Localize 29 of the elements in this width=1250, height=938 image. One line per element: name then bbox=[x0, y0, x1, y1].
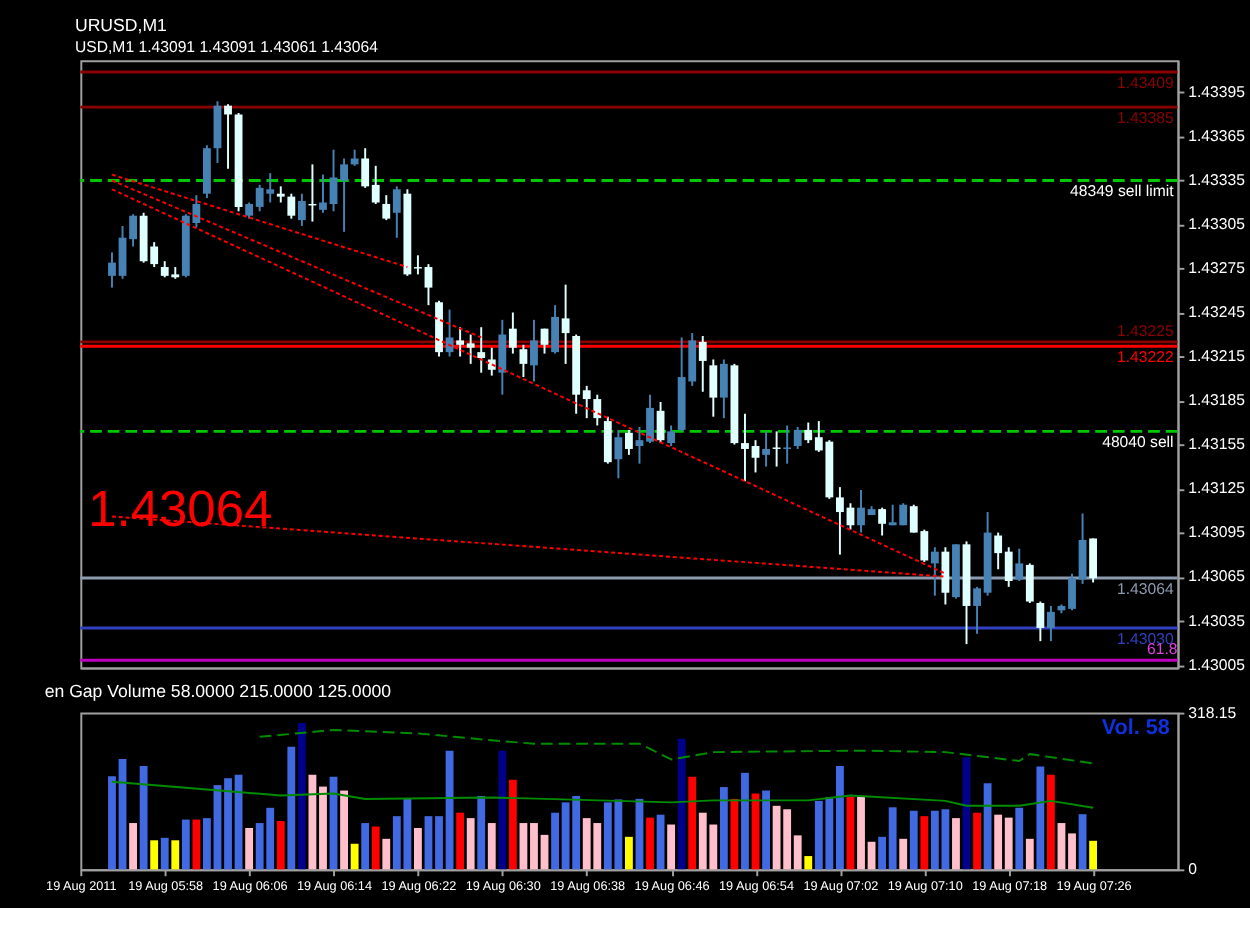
y-tick-label: 0 bbox=[1188, 860, 1199, 879]
y-tick-label: 1.43155 bbox=[1188, 435, 1247, 454]
annotation: 61.8 bbox=[1147, 640, 1179, 659]
y-tick-label: 1.43185 bbox=[1188, 391, 1247, 410]
annotation: Vol. 58 bbox=[1101, 716, 1170, 741]
ref-line-label: 1.43225 bbox=[1117, 321, 1175, 340]
y-tick-label: 1.43245 bbox=[1188, 303, 1247, 322]
y-tick-label: 1.43305 bbox=[1188, 215, 1247, 234]
y-tick-label: 1.43365 bbox=[1188, 127, 1247, 146]
y-tick-label: 1.43335 bbox=[1188, 171, 1247, 190]
y-tick-label: 1.43275 bbox=[1188, 259, 1247, 278]
y-tick-label: 318.15 bbox=[1188, 703, 1238, 722]
y-tick-label: 1.43095 bbox=[1188, 523, 1247, 542]
y-tick-label: 1.43035 bbox=[1188, 611, 1247, 630]
ref-line-label: 1.43064 bbox=[1117, 579, 1175, 598]
y-tick-label: 1.43215 bbox=[1188, 347, 1247, 366]
y-tick-label: 1.43065 bbox=[1188, 567, 1247, 586]
y-tick-label: 1.43395 bbox=[1188, 83, 1247, 102]
ref-line-label: 1.43385 bbox=[1117, 108, 1175, 127]
annotation: 1.43064 bbox=[88, 482, 273, 539]
ref-line-label: 1.43222 bbox=[1117, 347, 1174, 366]
chart-title: URUSD,M1 bbox=[74, 14, 168, 35]
chart-subtitle: USD,M1 1.43091 1.43091 1.43061 1.43064 bbox=[74, 38, 380, 57]
ref-line-label: 48040 sell bbox=[1102, 433, 1175, 452]
chart-title: en Gap Volume 58.0000 215.0000 125.0000 bbox=[44, 680, 392, 701]
ref-line-label: 48349 sell limit bbox=[1070, 182, 1176, 201]
y-tick-label: 1.43005 bbox=[1188, 655, 1247, 674]
y-tick-label: 1.43125 bbox=[1188, 479, 1247, 498]
ref-line-label: 1.43409 bbox=[1117, 73, 1174, 92]
